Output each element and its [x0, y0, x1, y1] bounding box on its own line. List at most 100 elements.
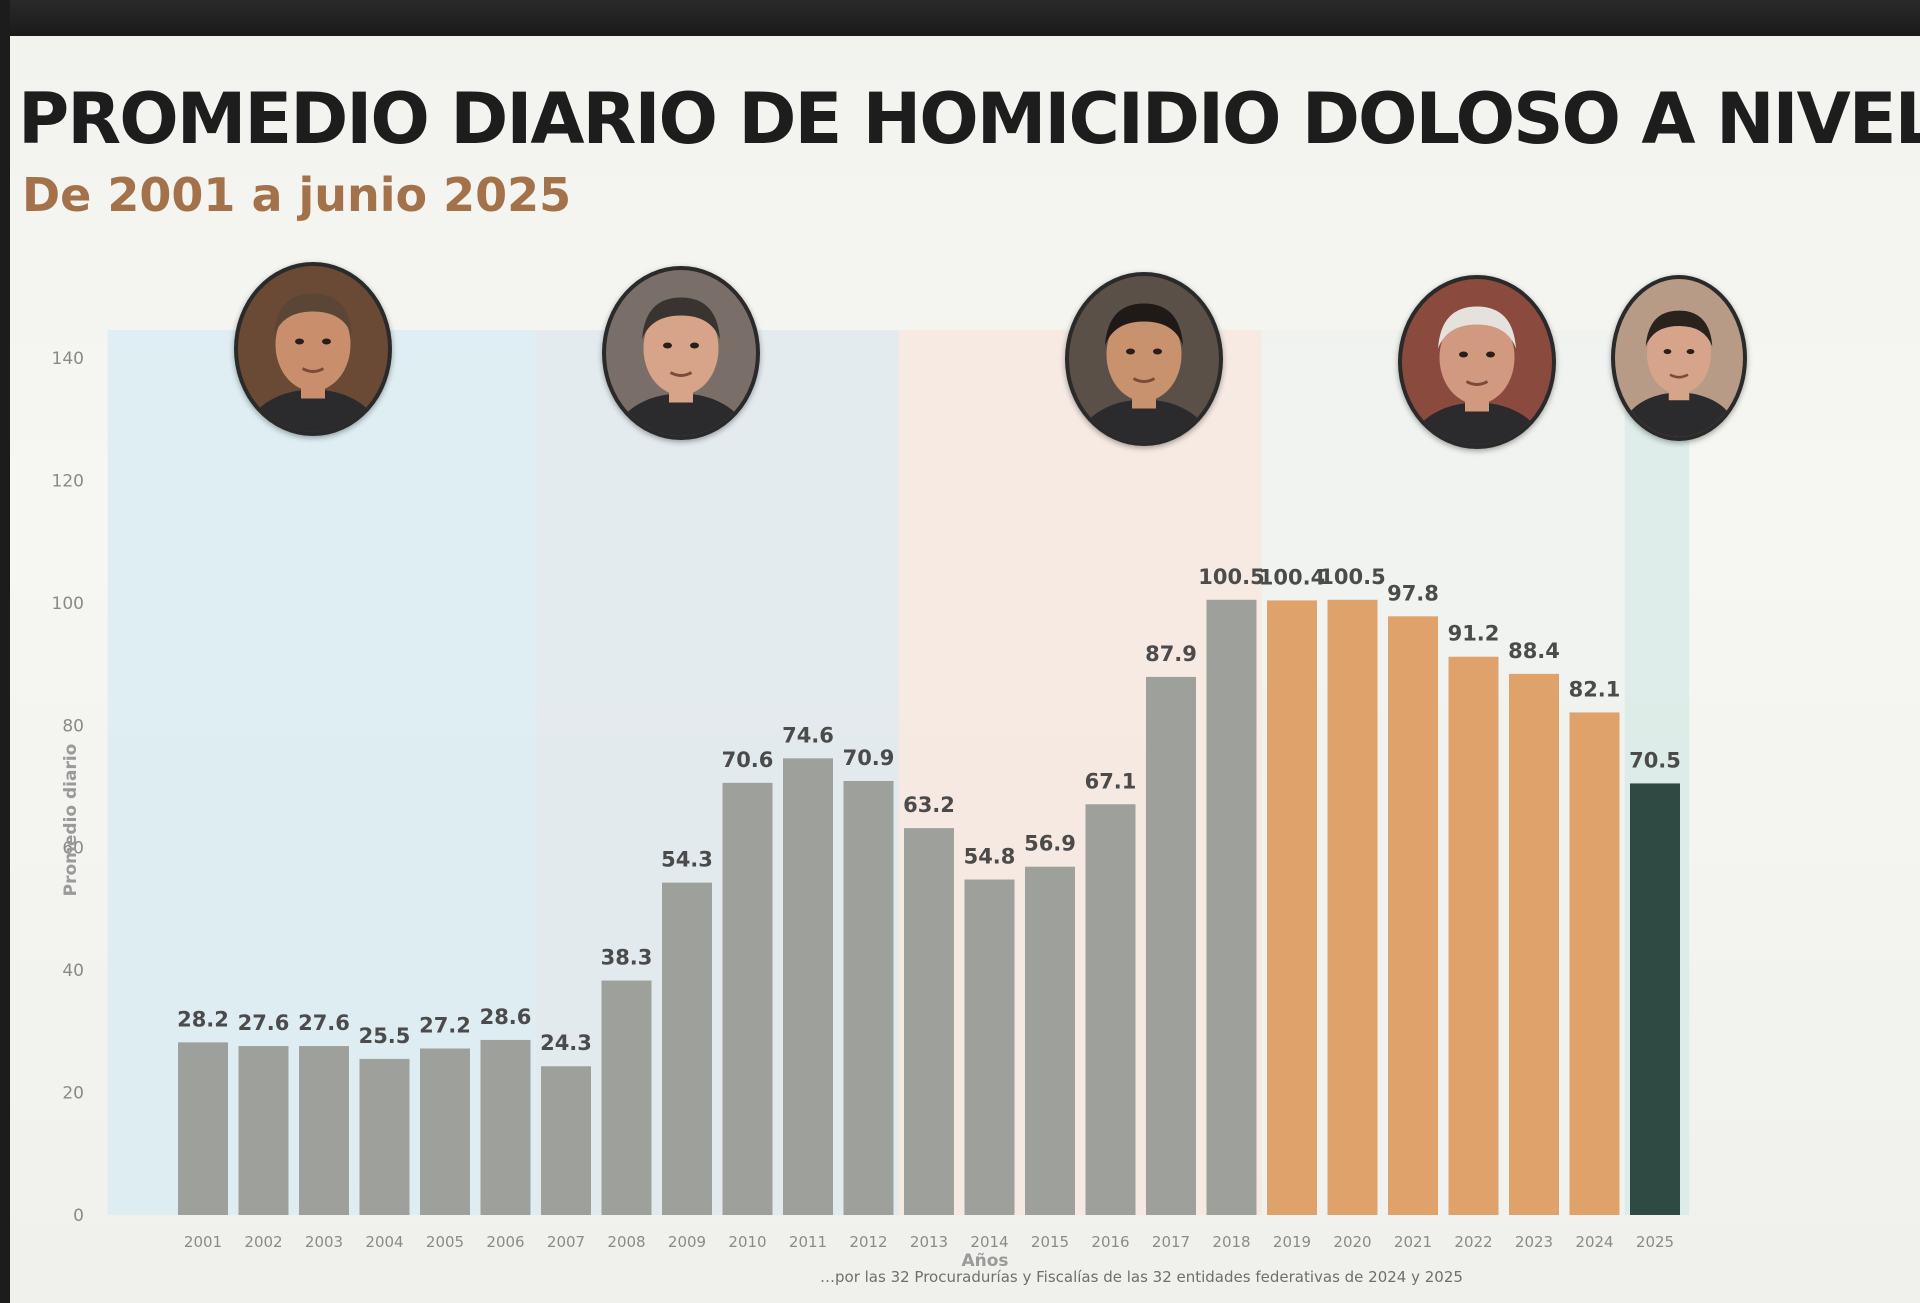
- bar-2010: [722, 782, 773, 1215]
- bar-2007: [541, 1066, 591, 1215]
- value-label-2011: 74.6: [782, 723, 834, 747]
- bar-2014: [964, 879, 1015, 1215]
- x-tick-label-2001: 2001: [184, 1233, 222, 1251]
- page-subtitle: De 2001 a junio 2025: [22, 168, 572, 222]
- bar-2013: [904, 828, 954, 1215]
- x-tick-label-2018: 2018: [1212, 1233, 1250, 1251]
- value-label-2024: 82.1: [1569, 677, 1621, 701]
- x-axis: 2001 2002 2003 2004 2005 2006 2007 2008 2009 2010…: [184, 1233, 1674, 1251]
- x-tick-label-2009: 2009: [668, 1233, 706, 1251]
- bar-2006: [480, 1039, 531, 1215]
- x-tick-label-2003: 2003: [305, 1233, 343, 1251]
- y-tick-label: 80: [62, 716, 84, 736]
- portrait-icon-2001-2006: [234, 262, 393, 436]
- x-tick-label-2022: 2022: [1454, 1233, 1492, 1251]
- value-label-2025: 70.5: [1629, 748, 1681, 772]
- x-tick-label-2024: 2024: [1575, 1233, 1613, 1251]
- monitor-bezel-left: [0, 0, 10, 1303]
- x-tick-label-2025: 2025: [1636, 1233, 1674, 1251]
- x-tick-label-2016: 2016: [1091, 1233, 1129, 1251]
- bar-2017: [1146, 676, 1196, 1215]
- bar-2011: [783, 758, 833, 1215]
- x-tick-label-2023: 2023: [1515, 1233, 1553, 1251]
- source-note: …por las 32 Procuradurías y Fiscalías de…: [820, 1268, 1463, 1286]
- value-labels: 28.2 27.6 27.6 25.5 27.2 28.6 24.3 38.3 54.3 70.6…: [177, 565, 1681, 1055]
- x-tick-label-2011: 2011: [789, 1233, 827, 1251]
- value-label-2019: 100.4: [1259, 565, 1325, 589]
- value-label-2023: 88.4: [1508, 639, 1560, 663]
- value-label-2013: 63.2: [903, 793, 955, 817]
- portrait-icon-2025: [1611, 275, 1747, 441]
- value-label-2005: 27.2: [419, 1013, 471, 1037]
- value-label-2018: 100.5: [1198, 565, 1264, 589]
- x-tick-label-2007: 2007: [547, 1233, 585, 1251]
- bar-2005: [420, 1048, 470, 1215]
- x-tick-label-2021: 2021: [1394, 1233, 1432, 1251]
- value-label-2006: 28.6: [480, 1005, 532, 1029]
- period-band-2013-2018: [898, 330, 1262, 1215]
- x-tick-label-2014: 2014: [970, 1233, 1008, 1251]
- bar-2022: [1448, 656, 1499, 1215]
- value-label-2002: 27.6: [238, 1011, 290, 1035]
- bar-2009: [662, 882, 712, 1215]
- x-tick-label-2015: 2015: [1031, 1233, 1069, 1251]
- bar-2018: [1206, 599, 1257, 1215]
- x-tick-label-2012: 2012: [849, 1233, 887, 1251]
- portrait-icon-2013-2018: [1065, 272, 1224, 446]
- value-label-2001: 28.2: [177, 1007, 229, 1031]
- x-tick-label-2019: 2019: [1273, 1233, 1311, 1251]
- value-label-2012: 70.9: [843, 746, 895, 770]
- portrait-icon-2007-2012: [602, 266, 761, 440]
- bar-2002: [238, 1046, 289, 1215]
- bar-2019: [1267, 600, 1317, 1215]
- value-label-2021: 97.8: [1387, 581, 1439, 605]
- x-tick-label-2006: 2006: [486, 1233, 524, 1251]
- bar-2001: [178, 1042, 228, 1215]
- bar-2023: [1509, 673, 1559, 1215]
- x-axis-label: Años: [961, 1251, 1008, 1271]
- period-band-2019-2024: [1261, 330, 1625, 1215]
- value-label-2016: 67.1: [1085, 769, 1137, 793]
- value-label-2022: 91.2: [1448, 622, 1500, 646]
- value-label-2010: 70.6: [722, 748, 774, 772]
- x-tick-label-2004: 2004: [365, 1233, 403, 1251]
- bar-2021: [1388, 616, 1438, 1215]
- value-label-2007: 24.3: [540, 1031, 592, 1055]
- portrait-icon-2019-2024: [1398, 275, 1557, 449]
- value-label-2009: 54.3: [661, 848, 713, 872]
- value-label-2017: 87.9: [1145, 642, 1197, 666]
- y-axis-label: Promedio diario: [61, 744, 81, 897]
- page-title: PROMEDIO DIARIO DE HOMICIDIO DOLOSO A NI…: [18, 78, 1920, 160]
- x-tick-label-2020: 2020: [1333, 1233, 1371, 1251]
- bar-2016: [1085, 804, 1136, 1215]
- x-tick-label-2013: 2013: [910, 1233, 948, 1251]
- x-tick-label-2002: 2002: [244, 1233, 282, 1251]
- y-tick-label: 40: [62, 961, 84, 981]
- bar-2020: [1327, 599, 1378, 1215]
- bar-2025: [1630, 783, 1680, 1215]
- y-tick-label: 100: [52, 594, 84, 614]
- x-tick-label-2017: 2017: [1152, 1233, 1190, 1251]
- bar-2003: [299, 1046, 349, 1215]
- x-tick-label-2005: 2005: [426, 1233, 464, 1251]
- y-tick-label: 0: [73, 1206, 84, 1226]
- bar-2024: [1569, 712, 1620, 1215]
- bar-2004: [359, 1058, 410, 1215]
- y-tick-label: 20: [62, 1084, 84, 1104]
- x-tick-label-2010: 2010: [728, 1233, 766, 1251]
- bars: [178, 599, 1680, 1215]
- value-label-2020: 100.5: [1319, 565, 1385, 589]
- y-tick-label: 120: [52, 471, 84, 491]
- y-tick-label: 140: [52, 349, 84, 369]
- value-label-2008: 38.3: [601, 946, 653, 970]
- period-band-2007-2012: [535, 330, 899, 1215]
- value-label-2004: 25.5: [359, 1024, 411, 1048]
- value-label-2014: 54.8: [964, 845, 1016, 869]
- monitor-bezel-top: [0, 0, 1920, 36]
- y-axis: 0 20 40 60 80 100 120 140: [52, 349, 84, 1226]
- x-tick-label-2008: 2008: [607, 1233, 645, 1251]
- y-tick-label: 60: [62, 839, 84, 859]
- bar-2012: [843, 780, 894, 1215]
